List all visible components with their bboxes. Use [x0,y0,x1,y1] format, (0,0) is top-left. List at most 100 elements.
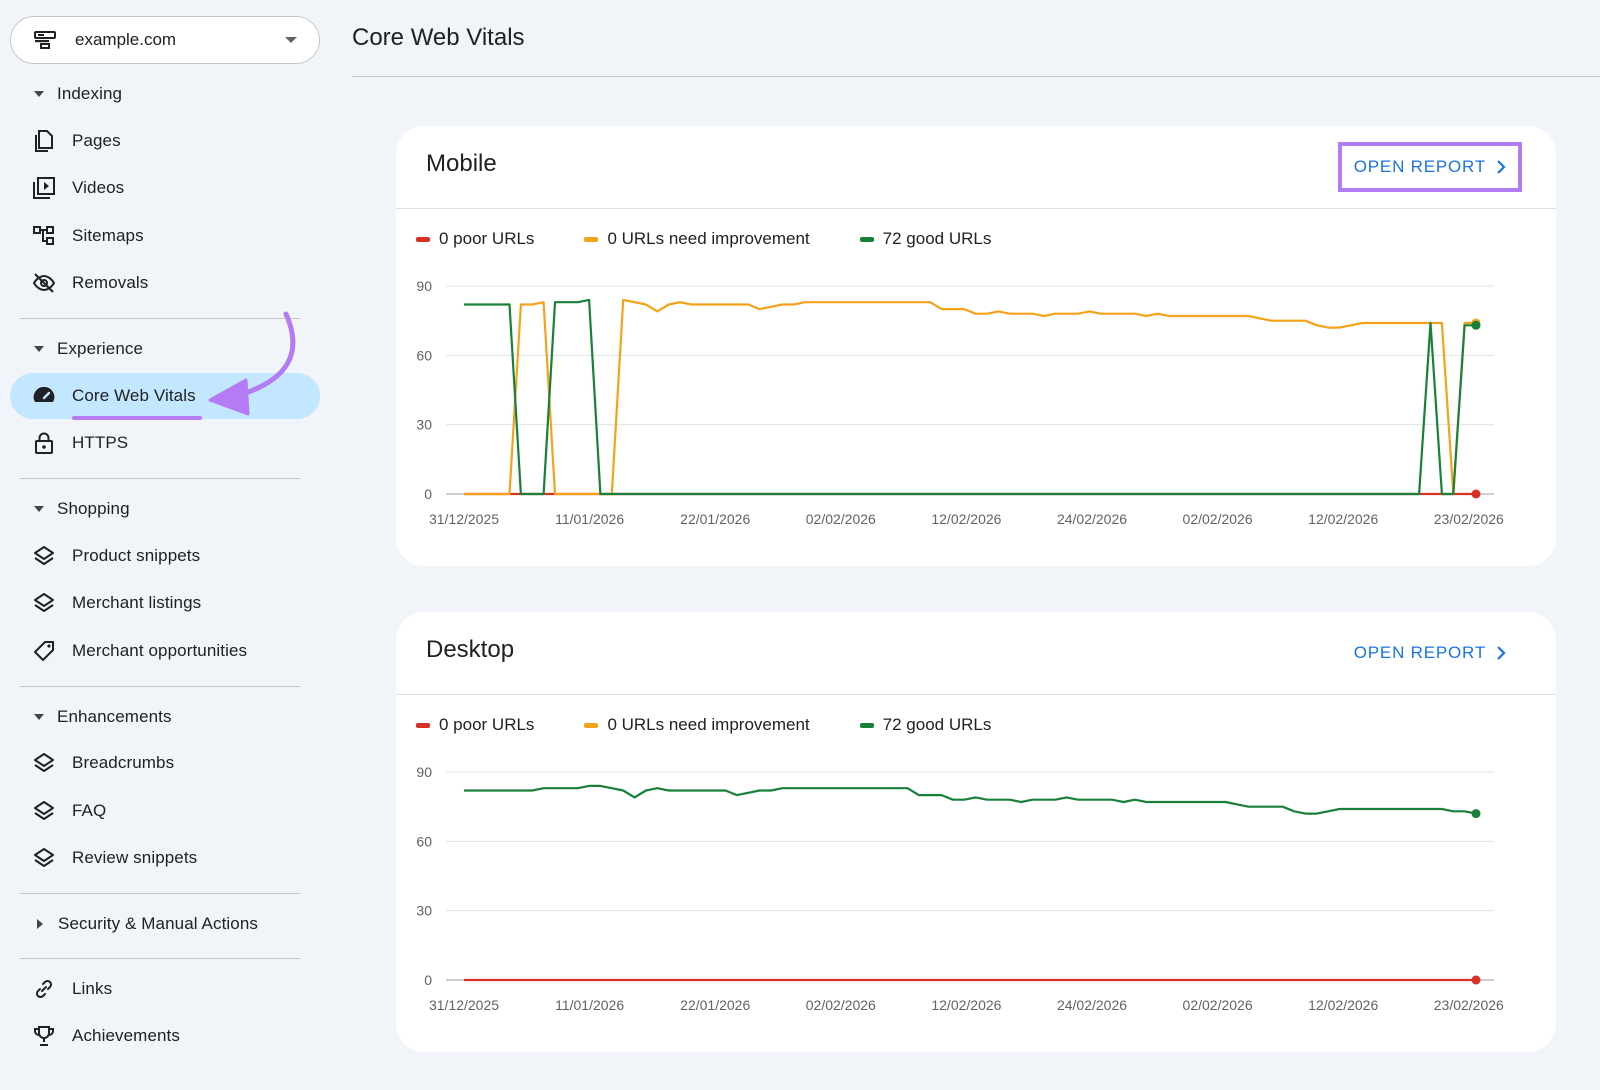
sidebar-item-label: Breadcrumbs [72,753,175,772]
property-selector[interactable]: example.com [10,16,320,64]
sidebar-item-label: Achievements [72,1026,180,1045]
open-report-label: OPEN REPORT [1353,157,1486,176]
layers-icon [32,591,56,615]
sidebar-item-sitemaps[interactable]: Sitemaps [10,213,320,259]
property-icon [33,28,57,52]
sitemap-icon [32,224,56,248]
legend-poor[interactable]: 0 poor URLs [416,229,534,249]
series-line [464,298,1476,496]
y-tick-label: 60 [416,833,432,849]
series-end-point [1471,809,1481,819]
sidebar-item-faq[interactable]: FAQ [10,788,320,834]
series-end-point [1471,489,1481,499]
sidebar-item-breadcrumbs[interactable]: Breadcrumbs [10,740,320,786]
sidebar-item-links[interactable]: Links [10,966,320,1012]
x-tick-label: 23/02/2026 [1434,997,1504,1013]
mobile-card: Mobile OPEN REPORT 0 poor URLs 0 URLs ne… [396,126,1556,566]
chevron-down-icon [285,37,297,43]
layers-icon [32,544,56,568]
chevron-right-icon [1496,159,1506,175]
layers-icon [32,799,56,823]
sidebar-item-label: Product snippets [72,546,201,565]
sidebar-item-https[interactable]: HTTPS [10,420,320,466]
sidebar-divider [20,958,300,959]
y-tick-label: 0 [424,486,432,502]
sidebar-item-merchant-listings[interactable]: Merchant listings [10,580,320,626]
section-indexing[interactable]: Indexing [0,74,330,114]
x-tick-label: 22/01/2026 [680,997,750,1013]
sidebar-divider [20,478,300,479]
page-title: Core Web Vitals [352,24,525,51]
legend-label: 0 poor URLs [439,715,535,734]
legend-swatch [416,722,430,728]
sidebar-item-pages[interactable]: Pages [10,118,320,164]
legend-swatch [584,236,599,242]
caret-right-icon [37,919,43,929]
section-label: Security & Manual Actions [58,914,258,933]
x-tick-label: 12/02/2026 [931,997,1001,1013]
x-tick-label: 24/02/2026 [1057,511,1127,527]
desktop-chart: 0 30 60 90 31/12/2025 11/01/2026 22/01/2026 02/… [416,764,1504,1013]
series-end-point [1471,975,1481,985]
sidebar-item-removals[interactable]: Removals [10,260,320,306]
layers-icon [32,751,56,775]
sidebar: example.com Indexing Pages Videos Sitema… [0,0,330,1090]
legend-label: 72 good URLs [882,715,992,734]
lock-icon [32,431,56,455]
sidebar-item-label: HTTPS [72,433,129,452]
legend-swatch [584,722,599,728]
speedometer-icon [32,384,56,408]
x-tick-label: 31/12/2025 [429,997,499,1013]
legend-poor[interactable]: 0 poor URLs [416,715,534,735]
y-tick-label: 30 [416,903,432,919]
section-label: Enhancements [57,707,172,726]
section-enhancements[interactable]: Enhancements [0,697,330,737]
sidebar-divider [20,686,300,687]
sidebar-item-label: FAQ [72,801,107,820]
tag-icon [32,639,56,663]
section-shopping[interactable]: Shopping [0,489,330,529]
sidebar-item-label: Videos [72,178,125,197]
legend-swatch [859,722,874,728]
desktop-card: Desktop OPEN REPORT 0 poor URLs 0 URLs n… [396,612,1556,1052]
legend-needs-improvement[interactable]: 0 URLs need improvement [584,715,810,735]
x-tick-label: 31/12/2025 [429,511,499,527]
sidebar-item-label: Links [72,979,113,998]
sidebar-item-review-snippets[interactable]: Review snippets [10,835,320,881]
chart-legend: 0 poor URLs 0 URLs need improvement 72 g… [416,224,1041,254]
header-divider [352,76,1600,77]
sidebar-item-merchant-opportunities[interactable]: Merchant opportunities [10,628,320,674]
open-report-button[interactable]: OPEN REPORT [1338,628,1522,678]
legend-swatch [416,236,430,242]
sidebar-divider [20,318,300,319]
sidebar-item-videos[interactable]: Videos [10,165,320,211]
layers-icon [32,846,56,870]
video-icon [32,176,56,200]
sidebar-item-product-snippets[interactable]: Product snippets [10,533,320,579]
sidebar-divider [20,893,300,894]
y-tick-label: 90 [416,278,432,294]
x-tick-label: 12/02/2026 [1308,997,1378,1013]
legend-label: 0 URLs need improvement [607,715,810,734]
open-report-button[interactable]: OPEN REPORT [1337,142,1522,192]
trophy-icon [32,1024,56,1048]
legend-good[interactable]: 72 good URLs [859,715,992,735]
legend-swatch [859,236,874,242]
y-tick-label: 90 [416,764,432,780]
legend-needs-improvement[interactable]: 0 URLs need improvement [584,229,810,249]
legend-label: 0 URLs need improvement [607,229,810,248]
card-title: Desktop [426,636,515,663]
caret-down-icon [34,714,44,720]
sidebar-item-label: Merchant opportunities [72,641,248,660]
section-experience[interactable]: Experience [0,329,330,369]
sidebar-item-achievements[interactable]: Achievements [10,1013,320,1059]
sidebar-item-core-web-vitals[interactable]: Core Web Vitals [10,373,320,419]
legend-good[interactable]: 72 good URLs [859,229,991,249]
card-divider [396,694,1556,695]
caret-down-icon [34,506,44,512]
section-security-manual-actions[interactable]: Security & Manual Actions [0,904,330,944]
y-tick-label: 0 [424,972,432,988]
x-tick-label: 12/02/2026 [931,511,1001,527]
x-tick-label: 02/02/2026 [1183,511,1253,527]
x-tick-label: 02/02/2026 [1183,997,1253,1013]
